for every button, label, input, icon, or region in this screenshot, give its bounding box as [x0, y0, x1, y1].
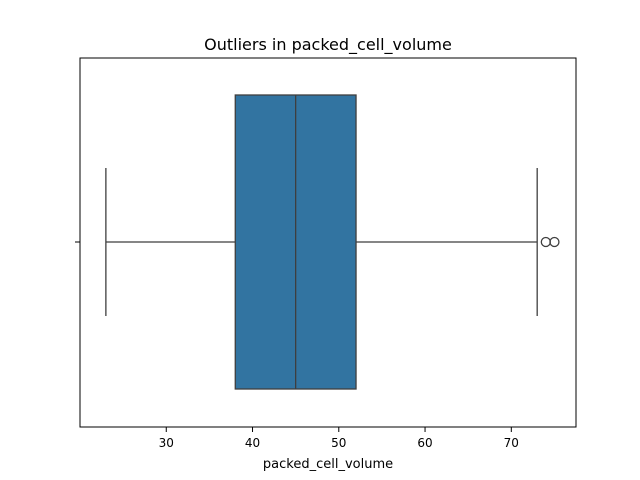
- x-tick-label: 30: [159, 436, 174, 450]
- outlier-point: [540, 236, 551, 248]
- x-tick-label: 70: [504, 436, 519, 450]
- x-tick-label: 60: [417, 436, 432, 450]
- x-tick-label: 50: [331, 436, 346, 450]
- outlier-point: [549, 236, 560, 248]
- x-axis-label: packed_cell_volume: [263, 457, 393, 472]
- chart-title: Outliers in packed_cell_volume: [204, 35, 452, 55]
- x-tick-label: 40: [245, 436, 260, 450]
- box-plot-marks: [105, 94, 560, 390]
- x-axis-ticks: 30 40 50 60 70: [159, 427, 519, 450]
